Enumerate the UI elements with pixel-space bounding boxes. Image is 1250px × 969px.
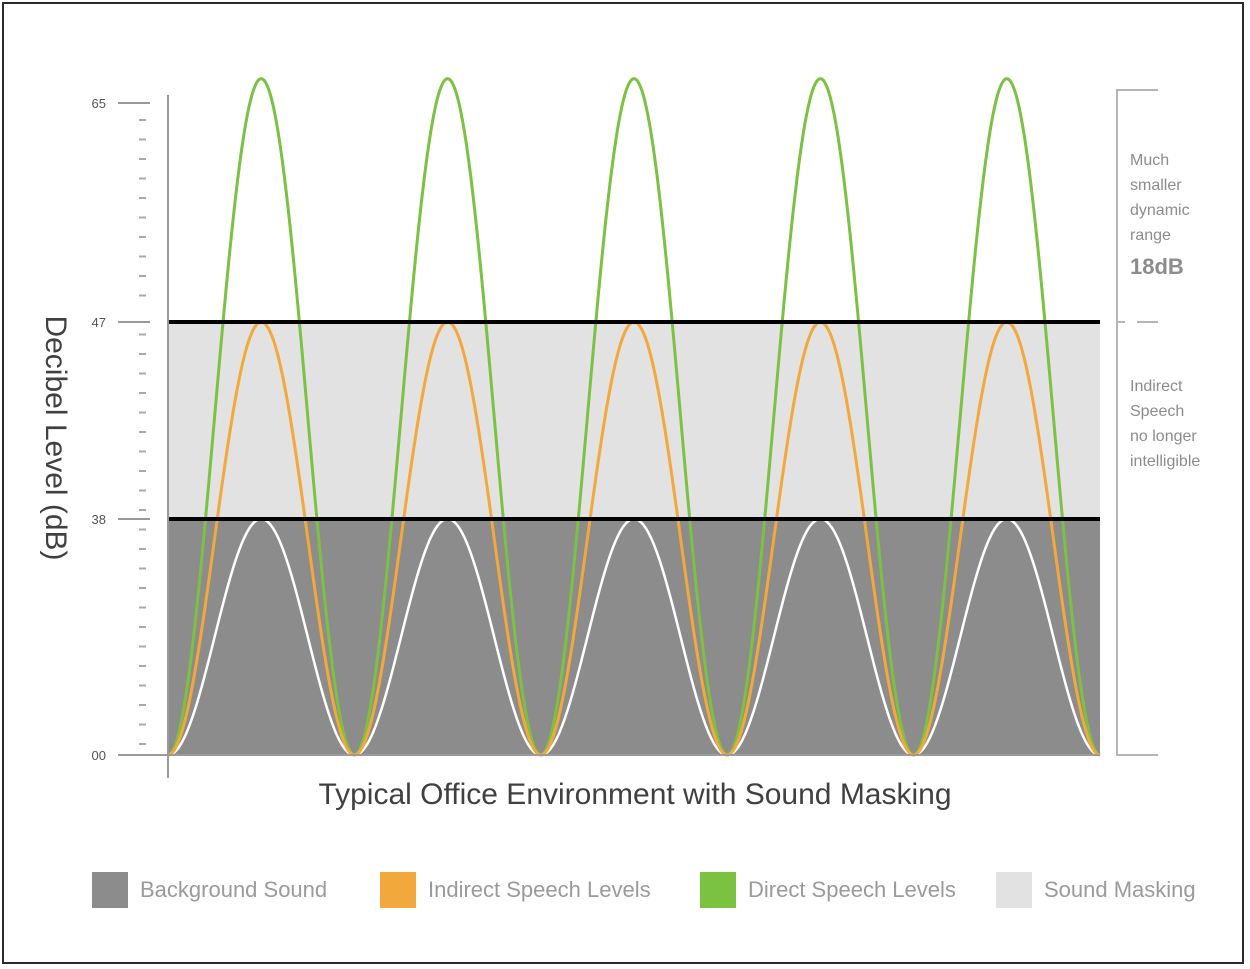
legend-swatch (700, 872, 736, 908)
legend-label: Direct Speech Levels (748, 877, 956, 902)
note-line: no longer (1130, 428, 1197, 445)
background-sound-area (168, 519, 1100, 755)
legend-swatch (996, 872, 1032, 908)
legend: Background Sound Indirect Speech Levels … (92, 868, 1212, 912)
y-axis-label: Decibel Level (dB) (39, 315, 72, 561)
note-line: range (1130, 227, 1171, 244)
y-tick-label: 47 (92, 315, 106, 330)
note-line: Indirect (1130, 378, 1183, 395)
note-line: dynamic (1130, 202, 1190, 219)
note-line: intelligible (1130, 453, 1201, 470)
sound-masking-band (168, 322, 1100, 519)
legend-swatch (380, 872, 416, 908)
note-line: Speech (1130, 403, 1185, 420)
note-line: Much (1130, 152, 1170, 169)
legend-label: Sound Masking (1044, 877, 1196, 902)
legend-label: Background Sound (140, 877, 328, 902)
chart-title: Typical Office Environment with Sound Ma… (318, 778, 952, 811)
note-line: smaller (1130, 177, 1182, 194)
y-tick-label: 00 (92, 748, 106, 763)
dynamic-range-note: Much smaller dynamic range (1130, 148, 1240, 248)
y-tick-label: 65 (92, 96, 106, 111)
legend-label: Indirect Speech Levels (428, 877, 651, 902)
legend-swatch (92, 872, 128, 908)
direct-speech-wave (167, 77, 1101, 757)
y-tick-label: 38 (92, 512, 106, 527)
dynamic-range-value: 18dB (1130, 254, 1184, 279)
intelligibility-note: Indirect Speech no longer intelligible (1130, 374, 1240, 474)
range-bracket (1116, 89, 1158, 756)
